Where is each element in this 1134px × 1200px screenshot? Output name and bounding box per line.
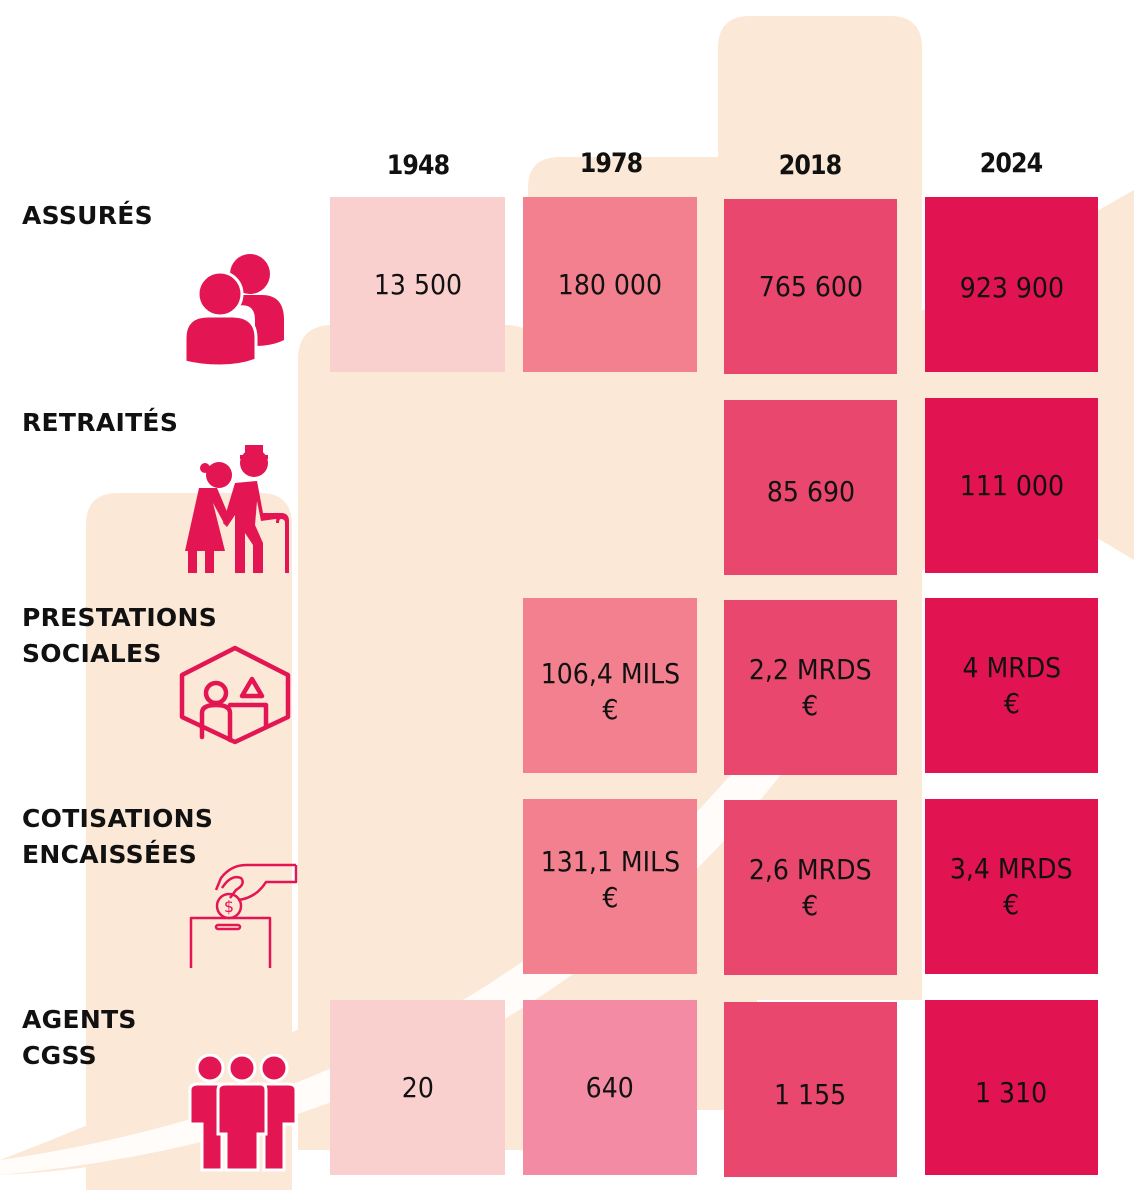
cell-value: 131,1 MILS € (533, 844, 688, 916)
cell-value: 85 690 (766, 474, 855, 508)
cell-cotisations-1978: 131,1 MILS € (523, 799, 697, 974)
cell-retraites-2018: 85 690 (724, 400, 897, 575)
column-header-1978: 1978 (579, 148, 643, 179)
team-icon (188, 1054, 298, 1172)
row-label-line: RETRAITÉS (22, 408, 179, 437)
row-label-line: CGSS (22, 1041, 97, 1070)
cell-prestations-1978: 106,4 MILS € (523, 598, 697, 773)
cell-value: 2,2 MRDS € (742, 652, 878, 724)
cell-value: 2,6 MRDS € (742, 852, 878, 924)
column-header-2018: 2018 (778, 150, 842, 181)
cell-agents-2024: 1 310 (925, 1000, 1098, 1175)
cell-value: 4 MRDS € (957, 650, 1067, 722)
cell-value: 180 000 (557, 267, 663, 301)
row-label-line: PRESTATIONS (22, 603, 218, 632)
cell-value-unit: € (802, 688, 819, 722)
row-label-line: ENCAISSÉES (22, 840, 198, 869)
cell-retraites-2024: 111 000 (925, 398, 1098, 573)
cell-prestations-2024: 4 MRDS € (925, 598, 1098, 773)
column-header-1948: 1948 (386, 150, 450, 181)
elderly-couple-icon (185, 445, 289, 573)
cell-value: 1 310 (975, 1075, 1048, 1109)
cell-value-unit: € (601, 692, 619, 726)
cell-value: 3,4 MRDS € (943, 851, 1079, 923)
coin-deposit-icon: $ (189, 863, 298, 968)
row-label-agents-cgss: AGENTS CGSS (22, 1002, 137, 1074)
row-label-line: AGENTS (22, 1005, 137, 1034)
users-icon (183, 254, 284, 365)
cell-value-amount: 131,1 MILS (540, 844, 680, 878)
row-label-retraites: RETRAITÉS (22, 405, 178, 441)
cell-prestations-2018: 2,2 MRDS € (724, 600, 897, 775)
cell-value-amount: 2,2 MRDS (749, 652, 872, 686)
svg-text:$: $ (224, 897, 234, 916)
bg-step-1 (86, 493, 292, 1190)
row-label-cotisations-encaissees: COTISATIONS ENCAISSÉES (22, 801, 213, 873)
cell-cotisations-2024: 3,4 MRDS € (925, 799, 1098, 974)
cell-value: 106,4 MILS € (533, 656, 688, 728)
cell-assures-2024: 923 900 (925, 197, 1098, 372)
row-label-assures: ASSURÉS (22, 198, 153, 234)
family-hexagon-icon (179, 645, 291, 745)
cell-value-amount: 3,4 MRDS (950, 851, 1073, 885)
cell-value-unit: € (802, 888, 819, 922)
cell-value-unit: € (1003, 887, 1020, 921)
cell-value-unit: € (601, 880, 619, 914)
cell-value: 640 (585, 1070, 635, 1104)
cell-value: 13 500 (373, 267, 462, 301)
cell-value: 923 900 (959, 270, 1064, 304)
cell-value-unit: € (1003, 686, 1020, 720)
cell-cotisations-2018: 2,6 MRDS € (724, 800, 897, 975)
cell-value-amount: 2,6 MRDS (749, 852, 872, 886)
row-label-line: COTISATIONS (22, 804, 214, 833)
cell-assures-2018: 765 600 (724, 199, 897, 374)
cell-agents-1948: 20 (330, 1000, 505, 1175)
cell-value-amount: 106,4 MILS (540, 656, 680, 690)
column-header-2024: 2024 (979, 148, 1043, 179)
cell-value: 1 155 (774, 1077, 847, 1111)
cell-value-amount: 4 MRDS (962, 650, 1061, 684)
cell-agents-1978: 640 (523, 1000, 697, 1175)
cell-assures-1948: 13 500 (330, 197, 505, 372)
row-label-prestations-sociales: PRESTATIONS SOCIALES (22, 600, 217, 672)
cell-value: 20 (401, 1070, 434, 1104)
cell-value: 765 600 (758, 269, 863, 303)
cell-assures-1978: 180 000 (523, 197, 697, 372)
cell-value: 111 000 (959, 468, 1064, 502)
row-label-line: SOCIALES (22, 639, 162, 668)
row-label-line: ASSURÉS (22, 201, 153, 230)
cell-agents-2018: 1 155 (724, 1002, 897, 1177)
